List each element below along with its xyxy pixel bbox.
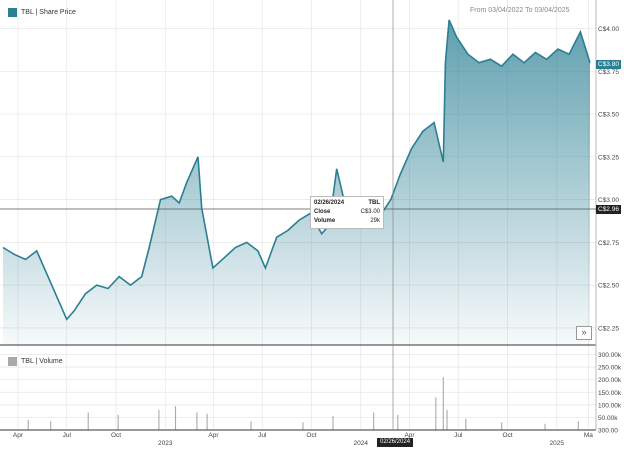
- price-tick-label: C$2.25: [598, 325, 619, 332]
- price-tick-label: C$2.50: [598, 283, 619, 290]
- volume-bar: [206, 413, 208, 430]
- price-line: [2, 19, 591, 321]
- date-range-label: From 03/04/2022 To 03/04/2025: [470, 7, 570, 14]
- volume-bar: [87, 412, 89, 430]
- volume-tick-label: 150.00k: [598, 390, 622, 397]
- volume-legend[interactable]: TBL | Volume: [8, 357, 63, 366]
- time-tick-label: 2023: [158, 440, 173, 447]
- expand-chart-button[interactable]: »: [576, 326, 592, 340]
- price-area: [3, 20, 590, 345]
- volume-legend-label: TBL | Volume: [21, 358, 63, 365]
- volume-bar: [501, 422, 503, 430]
- time-axis-ticks: Apr Jul Oct 2023 Apr Jul Oct 2024 Apr Jul Oct 2025 M…: [13, 432, 593, 447]
- tooltip-close-label: Close: [314, 209, 331, 215]
- tooltip-close-value: C$3.00: [360, 209, 380, 215]
- volume-tick-label: 300.00k: [598, 352, 622, 359]
- volume-tick-label: 100.00k: [598, 402, 622, 409]
- volume-bar: [442, 377, 444, 430]
- tooltip-date: 02/26/2024: [314, 200, 345, 206]
- volume-bar: [302, 422, 304, 430]
- time-tick-label: Apr: [404, 432, 415, 439]
- volume-tick-label: 300.00: [598, 427, 618, 434]
- time-tick-label: 2024: [354, 440, 369, 447]
- volume-bar: [158, 409, 160, 430]
- volume-bar: [435, 397, 437, 430]
- volume-bar: [27, 419, 29, 430]
- volume-tick-label: 250.00k: [598, 365, 622, 372]
- volume-bar: [250, 421, 252, 430]
- price-tick-label: C$2.75: [598, 240, 619, 247]
- time-tick-label: Apr: [208, 432, 219, 439]
- time-tick-label: Oct: [502, 432, 512, 439]
- price-tick-label: C$3.25: [598, 154, 619, 161]
- hover-tooltip: 02/26/2024 TBL Close C$3.00 Volume 29k: [310, 196, 384, 229]
- price-legend-swatch: [8, 8, 17, 17]
- price-tick-label: C$3.00: [598, 197, 619, 204]
- volume-bar: [577, 421, 579, 430]
- volume-bar: [544, 423, 546, 430]
- price-legend-label: TBL | Share Price: [21, 9, 76, 16]
- tooltip-ticker: TBL: [368, 200, 380, 206]
- price-axis-ticks: C$2.25 C$2.50 C$2.75 C$3.00 C$3.25 C$3.50 C$3.…: [598, 26, 619, 332]
- volume-legend-swatch: [8, 357, 17, 366]
- price-legend[interactable]: TBL | Share Price: [8, 8, 76, 17]
- time-tick-label: Oct: [111, 432, 121, 439]
- volume-bar: [196, 412, 198, 430]
- volume-bar: [446, 409, 448, 430]
- volume-axis-ticks: 300.00k 250.00k 200.00k 150.00k 100.00k 50.00…: [598, 352, 622, 434]
- cursor-price-tag: C$2.96: [596, 205, 621, 214]
- time-tick-label: Jul: [454, 432, 463, 439]
- cursor-date-tag: 02/26/2024: [377, 438, 414, 447]
- volume-bar: [332, 416, 334, 430]
- volume-bar: [397, 414, 399, 430]
- tooltip-volume-value: 29k: [370, 218, 380, 224]
- volume-grid: [0, 354, 596, 431]
- volume-tick-label: 200.00k: [598, 377, 622, 384]
- last-price-tag: C$3.80: [596, 60, 621, 69]
- time-tick-label: Oct: [306, 432, 316, 439]
- volume-bar: [117, 414, 119, 430]
- volume-bar: [465, 418, 467, 430]
- tooltip-volume-label: Volume: [314, 218, 336, 224]
- time-tick-label: Ma: [584, 432, 593, 439]
- time-tick-label: Jul: [63, 432, 72, 439]
- volume-bars: [27, 377, 579, 430]
- time-tick-label: Apr: [13, 432, 24, 439]
- price-tick-label: C$3.75: [598, 69, 619, 76]
- volume-bar: [174, 406, 177, 430]
- price-tick-label: C$3.50: [598, 112, 619, 119]
- volume-bar: [50, 421, 52, 430]
- volume-tick-label: 50.00k: [598, 415, 618, 422]
- time-tick-label: 2025: [550, 440, 565, 447]
- price-tick-label: C$4.00: [598, 26, 619, 33]
- time-tick-label: Jul: [258, 432, 267, 439]
- volume-bar: [373, 412, 375, 430]
